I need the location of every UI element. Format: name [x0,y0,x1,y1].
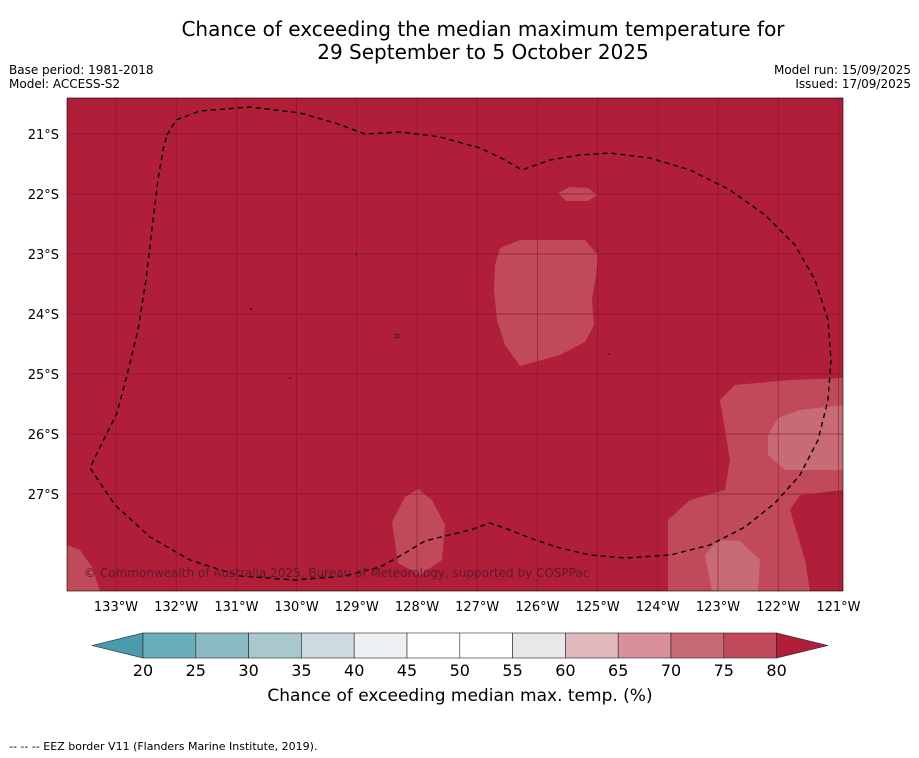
island [355,253,357,255]
island [289,377,291,379]
colorbar-segment [248,632,302,659]
anomaly-patch-southwest [67,545,100,591]
latitude-label: 24°S [28,308,59,323]
map-frame [66,97,844,592]
colorbar-tick-label: 40 [344,661,364,680]
colorbar-tick-label: 80 [766,661,786,680]
meta-right: Model run: 15/09/2025 Issued: 17/09/2025 [774,63,911,91]
meta-left: Base period: 1981-2018 Model: ACCESS-S2 [9,63,154,91]
latitude-label: 26°S [28,428,59,443]
model-text: Model: ACCESS-S2 [9,77,121,91]
issued-text: Issued: 17/09/2025 [795,77,911,91]
colorbar-tick-labels: 20 25 30 35 40 45 50 55 60 65 70 75 80 [133,661,787,680]
longitude-label: 132°W [154,600,198,615]
colorbar-tick-label: 65 [608,661,628,680]
title-line-1: Chance of exceeding the median maximum t… [181,17,785,41]
colorbar-segment [301,632,355,659]
latitude-label: 21°S [28,128,59,143]
chart-title: Chance of exceeding the median maximum t… [0,18,919,64]
colorbar-under-arrow [91,632,144,659]
longitude-label: 125°W [576,600,620,615]
islands [250,253,610,379]
colorbar-segment [353,632,408,659]
anomaly-patch-center [494,240,598,366]
colorbar-tick-label: 30 [238,661,258,680]
anomaly-patch-southeast-inner [705,540,760,591]
colorbar-segment [406,632,461,659]
colorbar-segment [617,632,672,659]
island [608,353,610,355]
longitude-label: 121°W [816,600,860,615]
colorbar [91,632,829,659]
colorbar-segment [723,632,777,659]
colorbar-tick-label: 25 [186,661,206,680]
latitude-label: 23°S [28,248,59,263]
colorbar-tick-label: 55 [502,661,522,680]
map-area: © Commonwealth of Australia 2025, Bureau… [67,98,843,591]
longitude-label: 123°W [696,600,740,615]
longitude-label: 133°W [94,600,138,615]
longitude-label: 129°W [335,600,379,615]
longitude-label: 127°W [455,600,499,615]
longitude-label: 122°W [756,600,800,615]
colorbar-tick-label: 75 [714,661,734,680]
colorbar-tick-label: 50 [450,661,470,680]
colorbar-tick-label: 70 [661,661,681,680]
latitude-label: 22°S [28,188,59,203]
longitude-label: 124°W [636,600,680,615]
eez-border [89,106,832,581]
colorbar-tick-label: 35 [291,661,311,680]
longitude-label: 131°W [214,600,258,615]
colorbar-segment [195,632,249,659]
map-gridlines [67,98,843,591]
colorbar-tick-label: 45 [397,661,417,680]
latitude-label: 25°S [28,368,59,383]
colorbar-segment [459,632,513,659]
model-run-text: Model run: 15/09/2025 [773,63,911,77]
colorbar-segment [142,632,197,659]
longitude-label: 126°W [515,600,559,615]
colorbar-tick-label: 60 [555,661,575,680]
longitude-label: 128°W [395,600,439,615]
title-line-2: 29 September to 5 October 2025 [317,40,649,64]
colorbar-segment [565,632,619,659]
latitude-labels: 21°S 22°S 23°S 24°S 25°S 26°S 27°S [28,128,59,503]
colorbar-segment [670,632,725,659]
anomaly-patch-east-inner [768,405,843,470]
longitude-labels: 133°W 132°W 131°W 130°W 129°W 128°W 127°W 126°W… [94,600,861,615]
latitude-label: 27°S [28,488,59,503]
longitude-label: 130°W [275,600,319,615]
colorbar-segment [512,632,566,659]
island [394,333,400,339]
colorbar-label: Chance of exceeding median max. temp. (%… [267,686,653,706]
colorbar-over-arrow [776,632,829,659]
island [250,308,252,310]
base-period-text: Base period: 1981-2018 [9,63,154,77]
eez-legend: -- -- -- EEZ border V11 (Flanders Marine… [9,740,318,753]
copyright-text: © Commonwealth of Australia 2025, Bureau… [84,566,589,580]
colorbar-tick-label: 20 [133,661,153,680]
